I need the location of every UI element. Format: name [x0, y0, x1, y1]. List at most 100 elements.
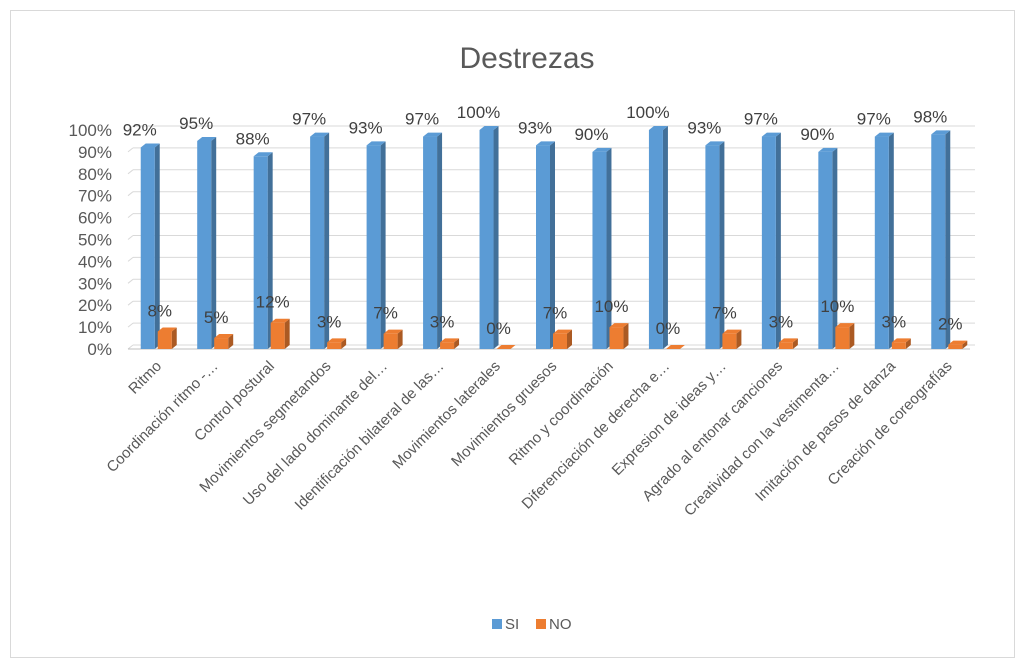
- bar-si: [648, 126, 668, 349]
- bar-top: [705, 141, 725, 146]
- bar-side: [171, 327, 177, 349]
- bar-front: [440, 342, 455, 349]
- data-label-si: 93%: [349, 118, 383, 137]
- bar-side: [550, 141, 555, 349]
- bar-side: [945, 130, 951, 349]
- data-label-no: 5%: [204, 308, 229, 327]
- bar-front: [270, 322, 285, 349]
- bar-si: [705, 141, 725, 349]
- data-label-si: 90%: [800, 125, 834, 144]
- bar-side: [228, 334, 234, 349]
- data-label-no: 0%: [486, 319, 511, 338]
- x-tick-label: Expresion de ideas y…: [609, 358, 730, 479]
- bar-front: [778, 342, 793, 349]
- legend-swatch-no: [536, 619, 546, 629]
- data-label-si: 93%: [518, 118, 552, 137]
- gridline-side: [127, 147, 134, 153]
- bar-front: [536, 145, 550, 349]
- data-label-no: 0%: [656, 319, 681, 338]
- bar-side: [454, 338, 460, 349]
- bar-front: [327, 342, 342, 349]
- bar-front: [310, 136, 325, 349]
- gridline-side: [127, 322, 134, 328]
- bar-top: [327, 338, 347, 343]
- bar-side: [397, 329, 403, 349]
- bar-side: [849, 323, 855, 349]
- bar-top: [835, 323, 855, 328]
- data-label-no: 10%: [594, 297, 628, 316]
- bar-top: [553, 329, 572, 334]
- bar-top: [496, 345, 516, 349]
- bar-front: [761, 136, 776, 349]
- bar-si: [536, 141, 555, 349]
- y-tick-label: 40%: [78, 252, 112, 271]
- gridline-side: [127, 235, 134, 240]
- bar-top: [214, 334, 234, 339]
- bar-si: [931, 130, 951, 349]
- bar-top: [140, 143, 160, 148]
- y-tick-label: 80%: [78, 165, 112, 184]
- bar-top: [310, 132, 330, 137]
- gridline-side: [127, 169, 134, 175]
- bar-top: [440, 338, 460, 343]
- y-tick-label: 20%: [78, 296, 112, 315]
- bar-front: [253, 156, 268, 349]
- legend-swatch-si: [492, 619, 502, 629]
- bar-side: [380, 141, 386, 349]
- bar-side: [284, 318, 290, 349]
- bar-no: [948, 340, 968, 349]
- bar-front: [705, 145, 720, 349]
- data-label-si: 97%: [405, 110, 439, 129]
- bar-si: [310, 132, 330, 349]
- bar-top: [665, 345, 685, 349]
- data-label-si: 100%: [457, 103, 500, 122]
- bar-no: [496, 345, 516, 349]
- bar-top: [253, 152, 273, 157]
- gridline-side: [127, 344, 134, 350]
- data-label-si: 100%: [626, 103, 669, 122]
- data-label-si: 92%: [123, 121, 157, 140]
- bar-side: [324, 132, 330, 349]
- bar-top: [948, 340, 968, 345]
- data-label-si: 97%: [857, 110, 891, 129]
- bar-side: [792, 338, 798, 349]
- bar-top: [891, 338, 911, 343]
- bar-top: [536, 141, 555, 146]
- bar-front: [931, 134, 946, 349]
- x-tick-label: Coordinación ritmo -…: [103, 358, 221, 476]
- data-label-no: 3%: [882, 312, 907, 331]
- data-label-no: 3%: [769, 312, 794, 331]
- bar-si: [366, 141, 386, 349]
- bar-side: [154, 143, 160, 349]
- bar-top: [609, 323, 629, 328]
- bar-no: [891, 338, 911, 349]
- bar-top: [761, 132, 781, 137]
- y-tick-label: 0%: [87, 340, 112, 359]
- gridline-side: [127, 191, 134, 197]
- data-label-si: 88%: [236, 129, 270, 148]
- bar-side: [736, 329, 742, 349]
- gridline-side: [127, 278, 134, 284]
- bar-top: [270, 318, 290, 323]
- bar-front: [140, 147, 155, 349]
- bar-side: [775, 132, 781, 349]
- data-label-si: 98%: [913, 107, 947, 126]
- bar-side: [905, 338, 911, 349]
- bar-side: [832, 147, 838, 349]
- bar-no: [835, 323, 855, 349]
- y-tick-label: 100%: [69, 121, 112, 140]
- bar-no: [722, 329, 742, 349]
- data-label-si: 97%: [292, 110, 326, 129]
- data-label-no: 3%: [430, 312, 455, 331]
- bar-front: [592, 151, 607, 349]
- data-label-si: 97%: [744, 110, 778, 129]
- bar-side: [719, 141, 725, 349]
- bar-si: [761, 132, 781, 349]
- bar-no: [270, 318, 290, 349]
- bar-side: [623, 323, 629, 349]
- bar-no: [609, 323, 629, 349]
- bar-front: [818, 151, 833, 349]
- legend-label-si: SI: [505, 616, 519, 633]
- bar-side: [267, 152, 273, 349]
